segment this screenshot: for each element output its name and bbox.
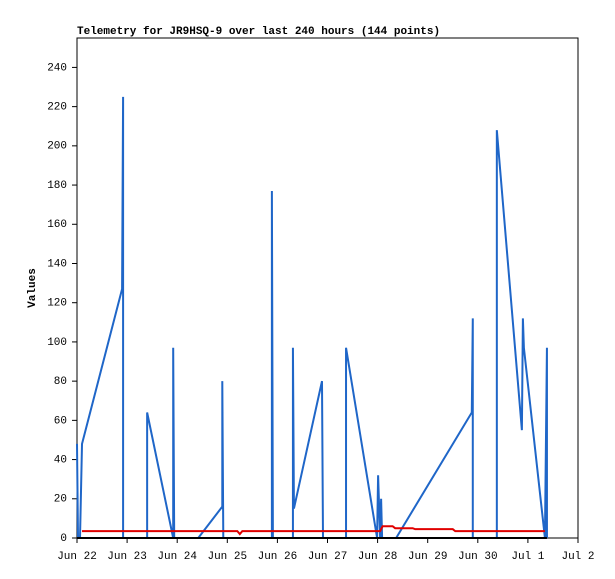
- y-tick-label: 160: [47, 219, 67, 231]
- x-tick-label: Jun 24: [157, 551, 197, 563]
- x-tick-label: Jun 29: [408, 551, 448, 563]
- y-tick-label: 220: [47, 102, 67, 114]
- y-axis-label: Values: [27, 268, 39, 308]
- x-tick-label: Jun 22: [57, 551, 97, 563]
- x-tick-label: Jul 1: [511, 551, 544, 563]
- x-tick-label: Jul 2: [561, 551, 594, 563]
- y-tick-label: 200: [47, 141, 67, 153]
- y-tick-label: 100: [47, 337, 67, 349]
- y-tick-label: 140: [47, 258, 67, 270]
- y-tick-label: 20: [54, 494, 67, 506]
- x-tick-label: Jun 26: [258, 551, 298, 563]
- series-line: [82, 525, 545, 536]
- y-tick-label: 40: [54, 454, 67, 466]
- y-tick-label: 120: [47, 298, 67, 310]
- x-tick-label: Jun 30: [458, 551, 498, 563]
- x-tick-label: Jun 25: [207, 551, 247, 563]
- y-tick-label: 240: [47, 62, 67, 74]
- series-line: [76, 96, 548, 539]
- y-tick-label: 0: [60, 533, 67, 545]
- x-tick-label: Jun 28: [358, 551, 398, 563]
- y-tick-label: 180: [47, 180, 67, 192]
- plot-frame: [76, 37, 579, 539]
- x-tick-label: Jun 23: [107, 551, 147, 563]
- chart-title: Telemetry for JR9HSQ-9 over last 240 hou…: [77, 26, 440, 38]
- y-tick-label: 60: [54, 415, 67, 427]
- x-tick-label: Jun 27: [308, 551, 348, 563]
- y-tick-label: 80: [54, 376, 67, 388]
